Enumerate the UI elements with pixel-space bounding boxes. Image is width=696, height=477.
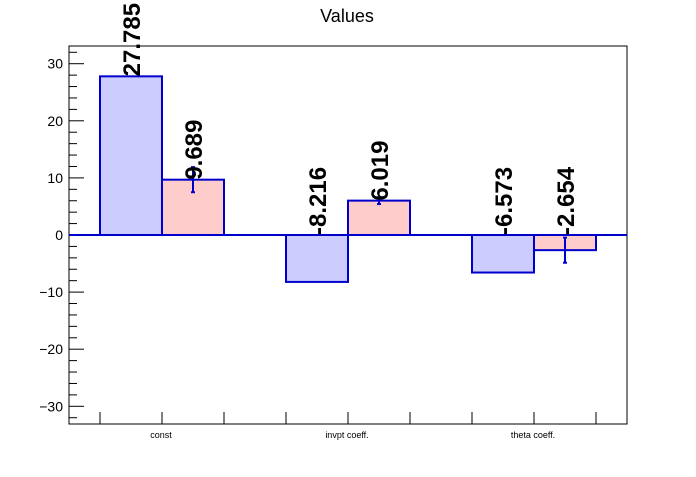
bar-value-label: 6.019 [367, 141, 394, 201]
y-tick-label: −10 [39, 284, 63, 300]
y-axis: −30 −20 −10 0 10 20 30 [39, 51, 84, 419]
bar-value-label: 9.689 [181, 120, 208, 180]
bar [347, 199, 411, 237]
value-labels: 27.785 -8.216 -6.573 9.689 6.019 -2.654 [119, 3, 580, 235]
bar-value-label: -6.573 [491, 167, 518, 235]
x-category-label: invpt coeff. [325, 430, 368, 440]
y-tick-label: 0 [55, 227, 63, 243]
bar [99, 75, 163, 236]
y-tick-label: 30 [47, 56, 63, 72]
y-tick-label: −30 [39, 398, 63, 414]
y-tick-label: 20 [47, 113, 63, 129]
x-category-label: theta coeff. [511, 430, 555, 440]
bar [285, 234, 349, 283]
bar-value-label: -8.216 [305, 167, 332, 235]
x-axis: const invpt coeff. theta coeff. [99, 412, 597, 440]
bar [471, 234, 535, 274]
bars [99, 75, 597, 283]
chart-title: Values [320, 6, 374, 26]
x-category-label: const [150, 430, 172, 440]
bar-value-label: 27.785 [119, 3, 146, 76]
error-bars [191, 166, 567, 264]
y-tick-label: 10 [47, 170, 63, 186]
y-tick-label: −20 [39, 341, 63, 357]
bar-value-label: -2.654 [553, 166, 580, 235]
